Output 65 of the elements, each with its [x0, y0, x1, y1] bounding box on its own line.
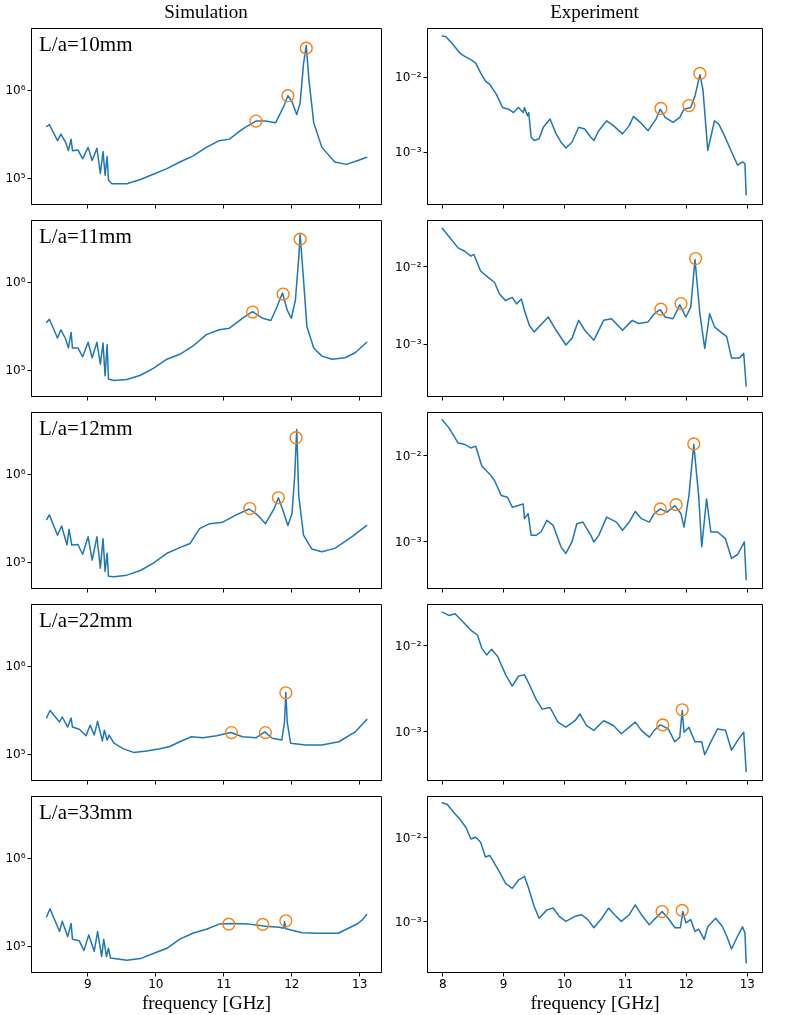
y-tick-label: 10⁵ — [5, 363, 26, 378]
x-axis-title: frequency [GHz] — [530, 991, 660, 1013]
point — [674, 296, 688, 311]
x-tick-label: 10 — [148, 976, 164, 991]
point — [281, 89, 295, 103]
point — [293, 232, 307, 246]
point — [243, 501, 257, 516]
y-tick-label: 10⁶ — [5, 275, 26, 290]
annotation: L/a=22mm — [39, 608, 133, 632]
x-tick-label: 12 — [284, 976, 300, 991]
point — [669, 497, 683, 512]
y-tick-label: 10⁵ — [5, 747, 26, 762]
y-tick-label: 10⁻² — [395, 70, 422, 85]
y-tick-label: 10⁻² — [395, 259, 422, 274]
y-tick-label: 10⁻³ — [395, 534, 422, 549]
chart-title: Experiment — [550, 1, 640, 22]
y-tick-label: 10⁵ — [5, 171, 26, 186]
line-series — [441, 801, 747, 964]
point — [654, 101, 668, 116]
point — [249, 114, 263, 128]
y-tick-label: 10⁵ — [5, 555, 26, 570]
annotation: L/a=12mm — [39, 416, 133, 440]
x-tick-label: 8 — [438, 976, 447, 991]
annotation: L/a=10mm — [39, 32, 133, 56]
y-tick-label: 10⁻² — [395, 830, 422, 845]
y-tick-label: 10⁶ — [5, 851, 26, 866]
line-series — [441, 35, 747, 196]
y-tick-label: 10⁻³ — [395, 337, 422, 352]
point — [289, 431, 303, 445]
x-tick-label: 9 — [499, 976, 508, 991]
y-tick-label: 10⁵ — [5, 939, 26, 954]
point — [271, 491, 285, 505]
point — [653, 502, 667, 516]
point — [688, 251, 703, 266]
line-series — [441, 227, 747, 387]
line-series — [441, 611, 747, 773]
y-tick-label: 10⁻³ — [395, 724, 422, 739]
x-tick-label: 11 — [617, 976, 634, 991]
line-series — [45, 907, 368, 961]
line-series — [441, 418, 747, 581]
y-tick-label: 10⁶ — [5, 83, 26, 98]
point — [693, 66, 707, 81]
point — [687, 437, 701, 451]
point — [654, 302, 668, 316]
y-tick-label: 10⁻² — [395, 638, 422, 653]
annotation: L/a=33mm — [39, 800, 133, 824]
line-series — [45, 691, 368, 754]
x-tick-label: 12 — [678, 976, 694, 991]
y-tick-label: 10⁻³ — [395, 914, 422, 929]
point — [276, 287, 290, 301]
y-tick-label: 10⁶ — [5, 467, 26, 482]
point — [299, 41, 313, 55]
x-tick-label: 10 — [556, 976, 573, 991]
chart-title: Simulation — [164, 1, 249, 22]
y-tick-label: 10⁶ — [5, 659, 26, 674]
y-tick-label: 10⁻³ — [395, 145, 422, 160]
point — [682, 98, 696, 113]
x-axis-title: frequency [GHz] — [141, 991, 272, 1013]
x-tick-label: 9 — [84, 976, 92, 991]
annotation: L/a=11mm — [39, 224, 132, 248]
x-tick-label: 13 — [739, 976, 755, 991]
x-tick-label: 13 — [352, 976, 368, 991]
point — [245, 305, 260, 319]
x-tick-label: 11 — [216, 976, 232, 991]
y-tick-label: 10⁻² — [395, 448, 422, 463]
